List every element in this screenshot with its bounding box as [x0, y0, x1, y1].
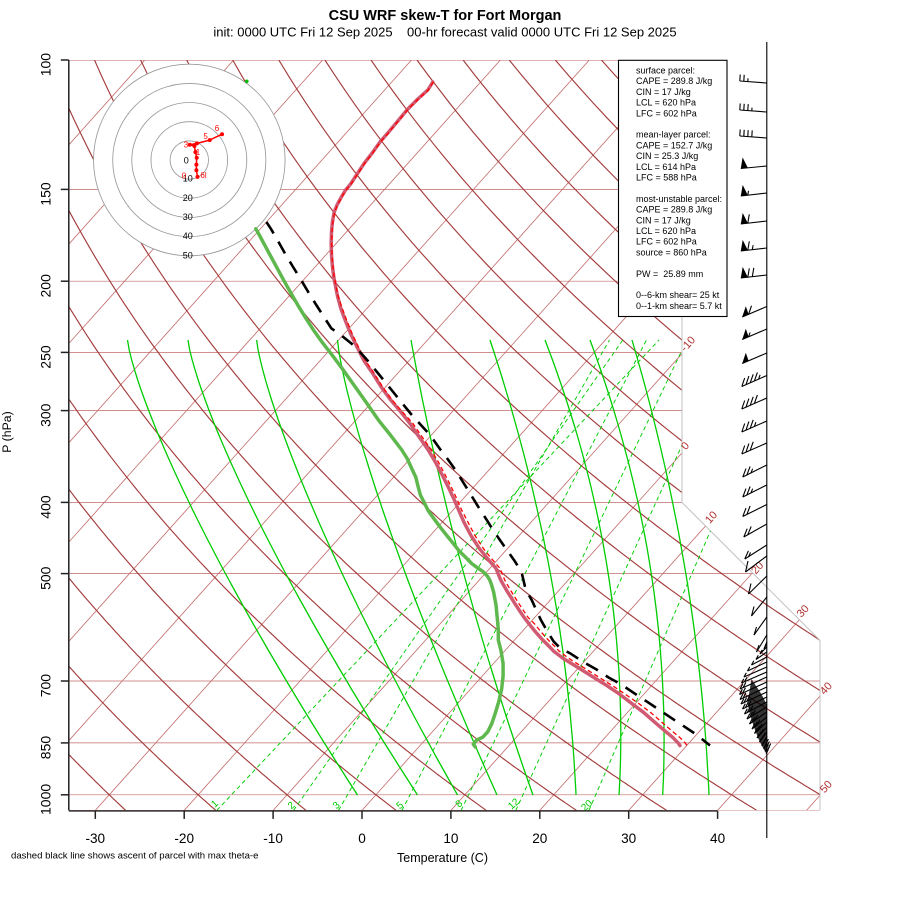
svg-text:20: 20: [532, 831, 548, 846]
svg-text:700: 700: [38, 674, 54, 698]
svg-text:LCL = 614 hPa: LCL = 614 hPa: [636, 162, 696, 172]
svg-text:surface parcel:: surface parcel:: [636, 66, 695, 76]
svg-text:-10: -10: [263, 831, 283, 846]
svg-text:CAPE = 152.7 J/kg: CAPE = 152.7 J/kg: [636, 140, 712, 150]
svg-text:6l: 6l: [200, 171, 206, 180]
svg-text:1: 1: [209, 798, 221, 810]
svg-text:LFC = 602 hPa: LFC = 602 hPa: [636, 108, 697, 118]
svg-text:-30: -30: [85, 831, 105, 846]
svg-text:CAPE = 289.8 J/kg: CAPE = 289.8 J/kg: [636, 76, 712, 86]
svg-text:850: 850: [38, 736, 54, 760]
svg-text:30: 30: [621, 831, 637, 846]
svg-text:3: 3: [184, 141, 189, 150]
svg-text:40: 40: [710, 831, 726, 846]
svg-text:CIN = 17 J/kg: CIN = 17 J/kg: [636, 87, 691, 97]
svg-text:CIN = 25.3 J/kg: CIN = 25.3 J/kg: [636, 151, 698, 161]
svg-text:500: 500: [38, 566, 54, 590]
svg-text:dashed black line shows ascent: dashed black line shows ascent of parcel…: [11, 851, 258, 862]
svg-text:1000: 1000: [38, 784, 54, 815]
svg-text:Temperature (C): Temperature (C): [397, 851, 488, 865]
svg-text:30: 30: [183, 212, 193, 222]
svg-text:300: 300: [38, 403, 54, 427]
svg-text:mean-layer parcel:: mean-layer parcel:: [636, 130, 711, 140]
svg-text:3: 3: [331, 800, 343, 812]
svg-text:0--6-km shear= 25 kt: 0--6-km shear= 25 kt: [636, 290, 720, 300]
svg-text:8: 8: [454, 798, 466, 810]
svg-text:1: 1: [196, 148, 201, 157]
svg-text:6: 6: [215, 124, 220, 133]
svg-text:10: 10: [443, 831, 459, 846]
svg-text:LCL = 620 hPa: LCL = 620 hPa: [636, 226, 696, 236]
svg-text:400: 400: [38, 495, 54, 519]
svg-text:CIN = 17 J/kg: CIN = 17 J/kg: [636, 215, 691, 225]
svg-text:40: 40: [183, 231, 193, 241]
svg-text:init: 0000 UTC Fri 12 Sep 2025: init: 0000 UTC Fri 12 Sep 2025 00-hr for…: [213, 25, 676, 40]
svg-text:0: 0: [358, 831, 366, 846]
svg-text:most-unstable parcel:: most-unstable parcel:: [636, 194, 722, 204]
svg-text:0: 0: [184, 155, 189, 165]
svg-text:0--1-km shear= 5.7 kt: 0--1-km shear= 5.7 kt: [636, 301, 722, 311]
svg-text:P (hPa): P (hPa): [0, 411, 14, 452]
svg-text:250: 250: [38, 345, 54, 369]
svg-text:50: 50: [183, 250, 193, 260]
svg-text:20: 20: [183, 193, 193, 203]
svg-text:150: 150: [38, 182, 54, 206]
svg-text:5: 5: [394, 800, 406, 812]
svg-text:LFC = 588 hPa: LFC = 588 hPa: [636, 173, 697, 183]
svg-text:CAPE = 289.8 J/kg: CAPE = 289.8 J/kg: [636, 205, 712, 215]
svg-text:LCL = 620 hPa: LCL = 620 hPa: [636, 98, 696, 108]
svg-text:100: 100: [38, 53, 54, 77]
svg-text:LFC = 602 hPa: LFC = 602 hPa: [636, 237, 697, 247]
svg-text:2: 2: [286, 800, 298, 812]
svg-text:200: 200: [38, 274, 54, 298]
svg-text:5: 5: [203, 132, 208, 141]
svg-text:-20: -20: [174, 831, 194, 846]
svg-text:PW = 25.89 mm: PW = 25.89 mm: [636, 269, 703, 279]
svg-text:0: 0: [182, 171, 187, 180]
svg-text:10: 10: [183, 174, 193, 184]
svg-text:CSU WRF skew-T for Fort Morgan: CSU WRF skew-T for Fort Morgan: [329, 8, 562, 24]
svg-text:source = 860 hPa: source = 860 hPa: [636, 247, 707, 257]
